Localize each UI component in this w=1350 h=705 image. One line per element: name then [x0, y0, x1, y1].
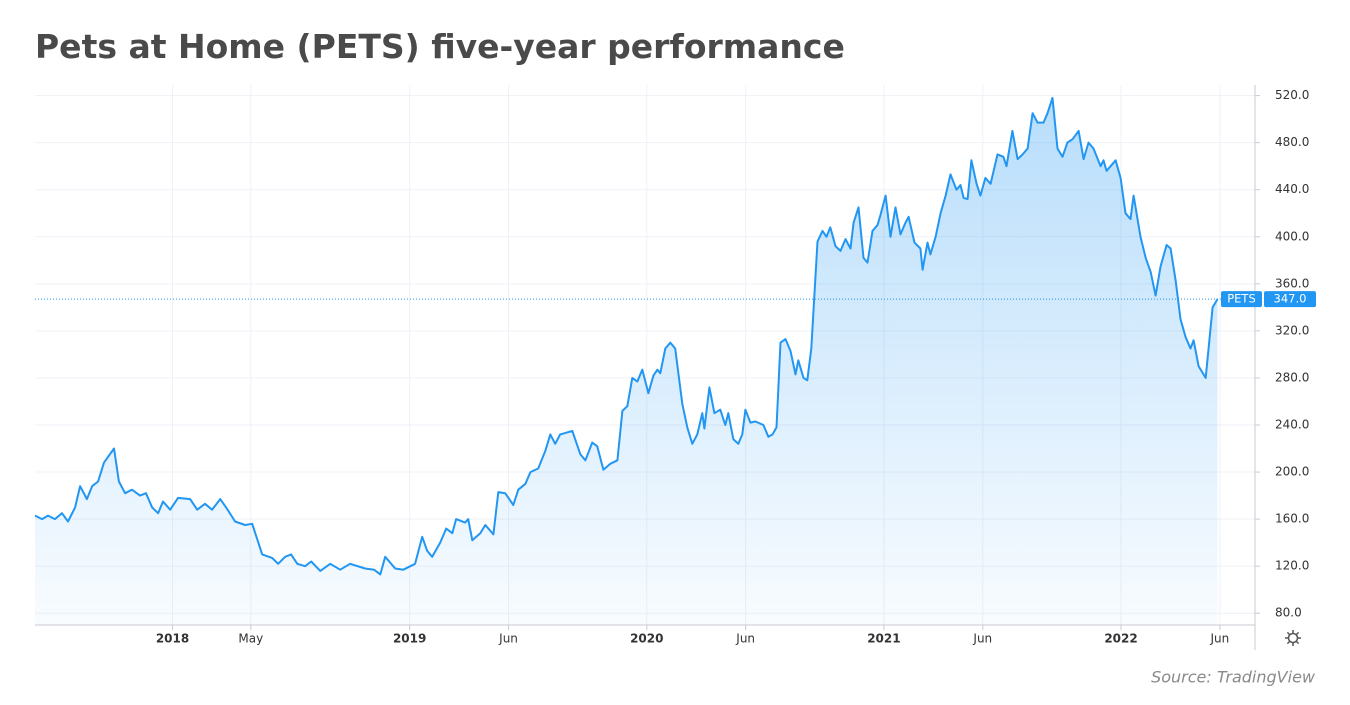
price-tag	[1264, 291, 1316, 308]
source-note: Source: TradingView	[1151, 668, 1316, 687]
price-line	[34, 96, 1219, 576]
y-tick-label: 520.0	[1275, 88, 1309, 102]
y-tick-label: 480.0	[1275, 135, 1309, 149]
y-tick-label: 80.0	[1275, 606, 1302, 620]
x-tick-label: 2019	[393, 632, 426, 646]
x-tick-label: 2020	[630, 632, 663, 646]
x-tick-label: Jun	[735, 632, 755, 646]
ticks: 80.0 120.0 160.0 200.0 240.0 280.0 320.0 360.0 4…	[156, 88, 1316, 646]
x-tick-label: Jun	[498, 632, 518, 646]
y-tick-label: 160.0	[1275, 512, 1309, 526]
x-tick-label: 2021	[867, 632, 900, 646]
x-tick-label: May	[238, 632, 263, 646]
x-tick-label: 2018	[156, 632, 189, 646]
series-tag	[1221, 291, 1262, 308]
area	[35, 97, 1218, 625]
y-tick-label: 320.0	[1275, 323, 1309, 337]
y-tick-label: 120.0	[1275, 559, 1309, 573]
chart-title: Pets at Home (PETS) five-year performanc…	[35, 27, 845, 66]
x-tick-label: Jun	[972, 632, 992, 646]
settings-icon[interactable]	[1285, 630, 1301, 646]
plot	[34, 96, 1255, 625]
y-tick-label: 240.0	[1275, 418, 1309, 432]
x-tick-label: Jun	[1210, 632, 1230, 646]
price-tag-label: 347.0	[1274, 292, 1307, 306]
y-tick-label: 280.0	[1275, 370, 1309, 384]
x-tick-label: 2022	[1104, 632, 1137, 646]
y-tick-label: 200.0	[1275, 465, 1309, 479]
series-tag-label: PETS	[1227, 292, 1256, 306]
y-tick-label: 360.0	[1275, 276, 1309, 290]
y-tick-label: 440.0	[1275, 182, 1309, 196]
y-tick-label: 400.0	[1275, 229, 1309, 243]
